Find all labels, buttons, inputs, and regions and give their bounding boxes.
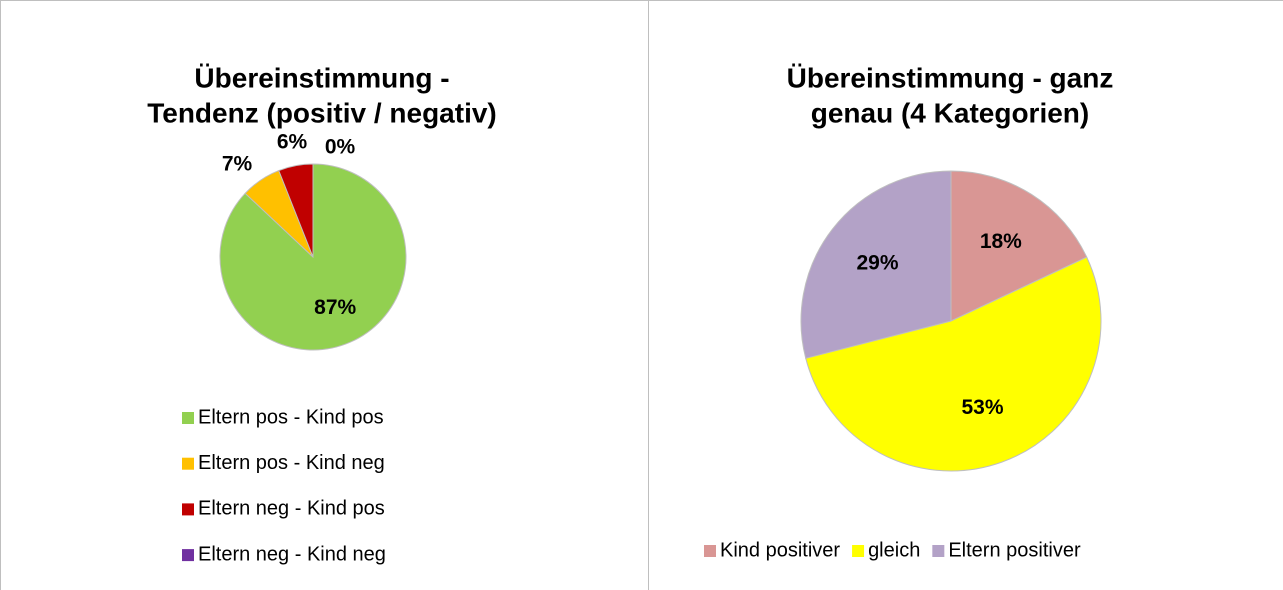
data-label: 6% <box>277 131 308 154</box>
data-label: 87% <box>314 296 356 319</box>
legend-label: gleich <box>868 539 920 561</box>
legend-label: Kind positiver <box>720 539 840 561</box>
pie-slice <box>950 170 1088 322</box>
pie-slice <box>805 256 1102 472</box>
data-label: 7% <box>222 153 253 176</box>
pie-slice <box>800 170 952 359</box>
legend-swatch <box>852 545 865 557</box>
chart-title: Übereinstimmung - <box>194 62 449 93</box>
legend-label: Eltern pos - Kind pos <box>198 406 384 428</box>
chart-title: Übereinstimmung - ganz <box>787 62 1114 93</box>
legend-swatch <box>182 549 194 562</box>
legend-swatch <box>182 457 194 470</box>
legend-swatch <box>182 503 194 516</box>
data-label: 0% <box>325 136 356 159</box>
legend-swatch <box>932 545 945 557</box>
data-label: 53% <box>961 396 1003 419</box>
legend-label: Eltern positiver <box>948 539 1081 561</box>
legend-swatch <box>704 545 716 557</box>
chart-title: genau (4 Kategorien) <box>811 97 1089 128</box>
legend-label: Eltern neg - Kind pos <box>198 498 385 520</box>
legend-swatch <box>182 412 194 424</box>
data-label: 18% <box>980 230 1022 253</box>
legend-label: Eltern pos - Kind neg <box>198 452 385 474</box>
chart-title: Tendenz (positiv / negativ) <box>147 97 497 128</box>
legend-label: Eltern neg - Kind neg <box>198 543 386 565</box>
data-label: 29% <box>856 252 898 275</box>
